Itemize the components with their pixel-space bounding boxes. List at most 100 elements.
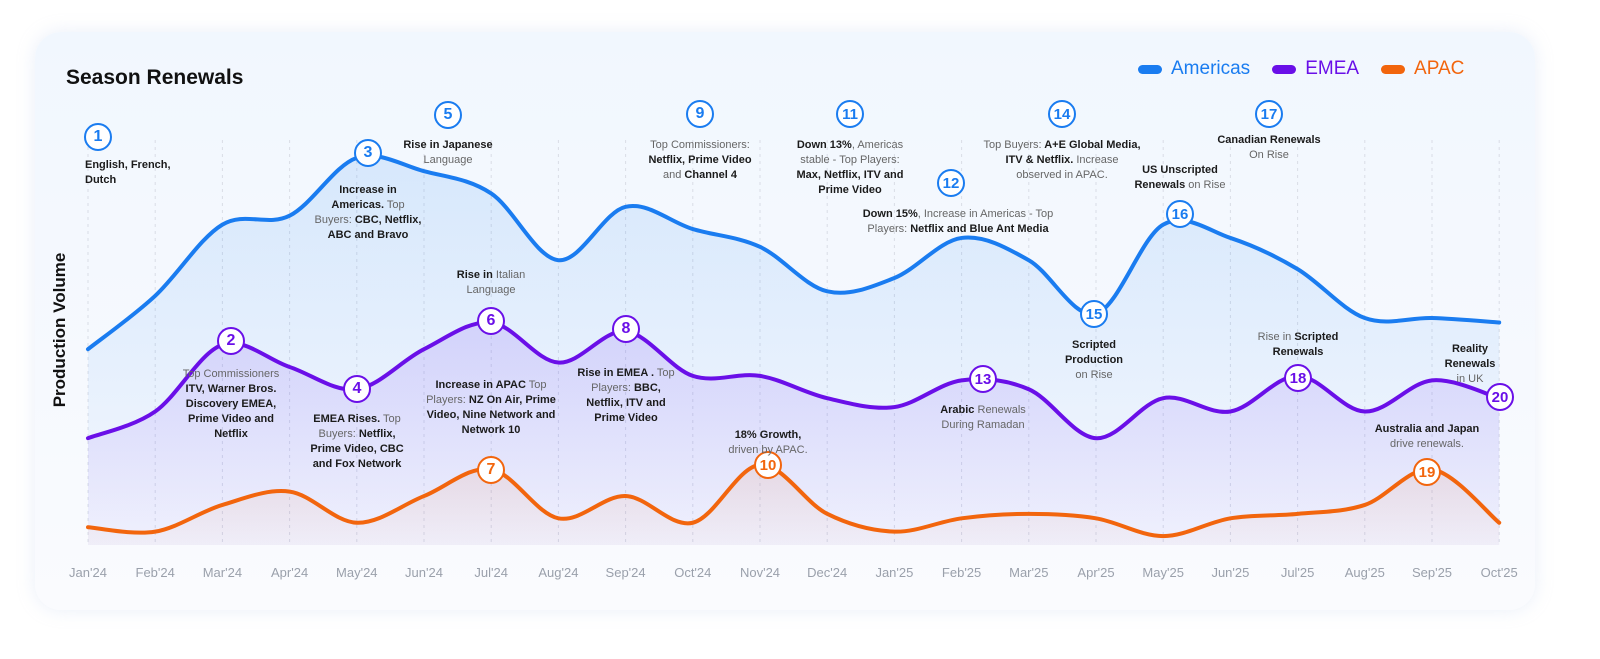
annotation-text: Reality Renewals in UK — [1439, 342, 1501, 387]
x-tick-label: Jul'24 — [474, 565, 508, 580]
x-tick-label: Feb'25 — [941, 565, 982, 580]
annotation-marker[interactable]: 14 — [1048, 100, 1076, 128]
annotation-segment: Rise in — [1257, 331, 1292, 343]
x-tick-label: Dec'24 — [807, 565, 848, 580]
annotation-marker[interactable]: 17 — [1255, 100, 1283, 128]
annotation-marker[interactable]: 20 — [1486, 383, 1514, 411]
annotation-marker[interactable]: 1 — [84, 123, 112, 151]
x-tick-label: Apr'24 — [271, 565, 309, 580]
legend-item-apac[interactable]: APAC — [1381, 58, 1464, 80]
annotation-segment: Increase in APAC — [435, 379, 526, 391]
annotation-text: Australia and Japan drive renewals. — [1371, 422, 1483, 452]
annotation-segment: Australia and Japan — [1374, 423, 1480, 435]
annotation-marker[interactable]: 11 — [836, 100, 864, 128]
x-tick-label: Nov'24 — [739, 565, 781, 580]
annotation-segment: Rise in EMEA . — [577, 367, 654, 379]
annotation-segment: in UK — [1456, 373, 1484, 385]
annotation-marker[interactable]: 8 — [612, 315, 640, 343]
annotation-segment: Top Buyers: — [314, 199, 405, 226]
annotation-marker[interactable]: 19 — [1413, 458, 1441, 486]
series-line-emea — [86, 320, 1502, 441]
annotation-segment: CBC, Netflix, ABC and Bravo — [327, 214, 422, 241]
annotation-segment: On Rise — [1249, 149, 1289, 161]
annotation-segment: Increase in Americas. — [331, 184, 397, 211]
annotation-marker[interactable]: 2 — [217, 327, 245, 355]
legend-item-americas[interactable]: Americas — [1138, 58, 1250, 80]
legend: Americas EMEA APAC — [1138, 58, 1464, 80]
annotation-marker[interactable]: 6 — [477, 307, 505, 335]
x-tick-label: Jan'25 — [875, 565, 914, 580]
annotation-segment: A+E Global Media, ITV & Netflix. — [1005, 139, 1141, 166]
annotation-text: Top Buyers: A+E Global Media, ITV & Netf… — [982, 138, 1142, 183]
annotation-text: EMEA Rises. Top Buyers: Netflix, Prime V… — [308, 412, 406, 472]
chart-title: Season Renewals — [66, 66, 244, 89]
annotation-segment: Top Buyers: — [318, 413, 401, 440]
legend-label: EMEA — [1305, 58, 1360, 79]
annotation-text: US Unscripted Renewals on Rise — [1130, 163, 1230, 193]
legend-swatch — [1138, 64, 1162, 74]
x-tick-label: May'25 — [1142, 565, 1184, 580]
annotation-segment: Top Commissioners — [182, 368, 280, 380]
annotation-segment: Arabic — [940, 404, 975, 416]
annotation-text: Increase in Americas. Top Buyers: CBC, N… — [312, 183, 424, 243]
annotation-text: Down 13%, Americas stable - Top Players:… — [794, 138, 906, 198]
x-tick-label: Aug'24 — [538, 565, 579, 580]
annotation-marker[interactable]: 10 — [754, 451, 782, 479]
x-tick-label: Feb'24 — [135, 565, 175, 580]
legend-swatch — [1272, 64, 1297, 74]
series-line-americas — [86, 153, 1502, 352]
legend-label: APAC — [1414, 58, 1465, 79]
annotation-segment: English, French, Dutch — [85, 159, 171, 186]
annotation-segment: Scripted Renewals — [1272, 331, 1339, 358]
annotation-marker[interactable]: 7 — [477, 456, 505, 484]
annotation-marker[interactable]: 15 — [1080, 300, 1108, 328]
annotation-segment: ITV, Warner Bros. Discovery EMEA, Prime … — [185, 383, 277, 440]
legend-swatch — [1381, 64, 1406, 74]
annotation-marker[interactable]: 5 — [434, 101, 462, 129]
annotation-text: Rise in Italian Language — [436, 268, 546, 298]
annotation-marker[interactable]: 18 — [1284, 364, 1312, 392]
annotation-marker[interactable]: 9 — [686, 100, 714, 128]
annotation-text: Increase in APAC Top Players: NZ On Air,… — [416, 378, 566, 438]
series-line-apac — [86, 462, 1502, 539]
annotation-segment: driven by APAC. — [728, 444, 808, 456]
series-area-apac — [88, 464, 1500, 545]
annotation-segment: Scripted Production — [1064, 339, 1124, 366]
x-tick-label: Sep'24 — [605, 565, 646, 580]
annotation-segment: Rise in Japanese — [403, 139, 493, 151]
annotation-segment: BBC, Netflix, ITV and Prime Video — [586, 382, 666, 424]
x-tick-label: Jul'25 — [1280, 565, 1315, 580]
annotation-text: Canadian Renewals On Rise — [1213, 133, 1325, 163]
annotation-text: Top Commissioners ITV, Warner Bros. Disc… — [181, 367, 281, 442]
x-tick-label: May'24 — [336, 565, 378, 580]
annotation-segment: Rise in — [456, 269, 493, 281]
annotation-text: Arabic Renewals During Ramadan — [937, 403, 1029, 433]
annotation-segment: Down 13% — [796, 139, 852, 151]
annotation-segment: Language — [423, 154, 473, 166]
annotation-text: Scripted Production on Rise — [1059, 338, 1129, 383]
annotation-segment: Top Players: — [591, 367, 675, 394]
x-tick-label: Mar'25 — [1009, 565, 1049, 580]
annotation-segment: , Increase in Americas - Top Players: — [867, 208, 1054, 235]
annotation-marker[interactable]: 13 — [969, 365, 997, 393]
annotation-segment: EMEA Rises. — [313, 413, 381, 425]
annotation-segment: Down 15% — [862, 208, 918, 220]
annotation-segment: Top Commissioners: — [650, 139, 750, 151]
annotation-marker[interactable]: 4 — [343, 375, 371, 403]
annotation-segment: Renewals During Ramadan — [941, 404, 1026, 431]
x-tick-label: Oct'24 — [674, 565, 712, 580]
annotation-marker[interactable]: 12 — [937, 169, 965, 197]
x-tick-label: Mar'24 — [202, 565, 243, 580]
x-tick-label: Oct'25 — [1480, 565, 1518, 580]
annotation-segment: NZ On Air, Prime Video, Nine Network and… — [426, 394, 556, 436]
annotation-segment: Channel 4 — [684, 169, 737, 181]
annotation-segment: Increase observed in APAC. — [1016, 154, 1119, 181]
legend-item-emea[interactable]: EMEA — [1272, 58, 1359, 80]
annotation-segment: Max, Netflix, ITV and Prime Video — [796, 169, 904, 196]
legend-label: Americas — [1171, 58, 1251, 79]
x-tick-label: Jun'24 — [405, 565, 443, 580]
annotation-marker[interactable]: 3 — [354, 139, 382, 167]
x-tick-label: Jun'25 — [1211, 565, 1250, 580]
annotation-marker[interactable]: 16 — [1166, 200, 1194, 228]
